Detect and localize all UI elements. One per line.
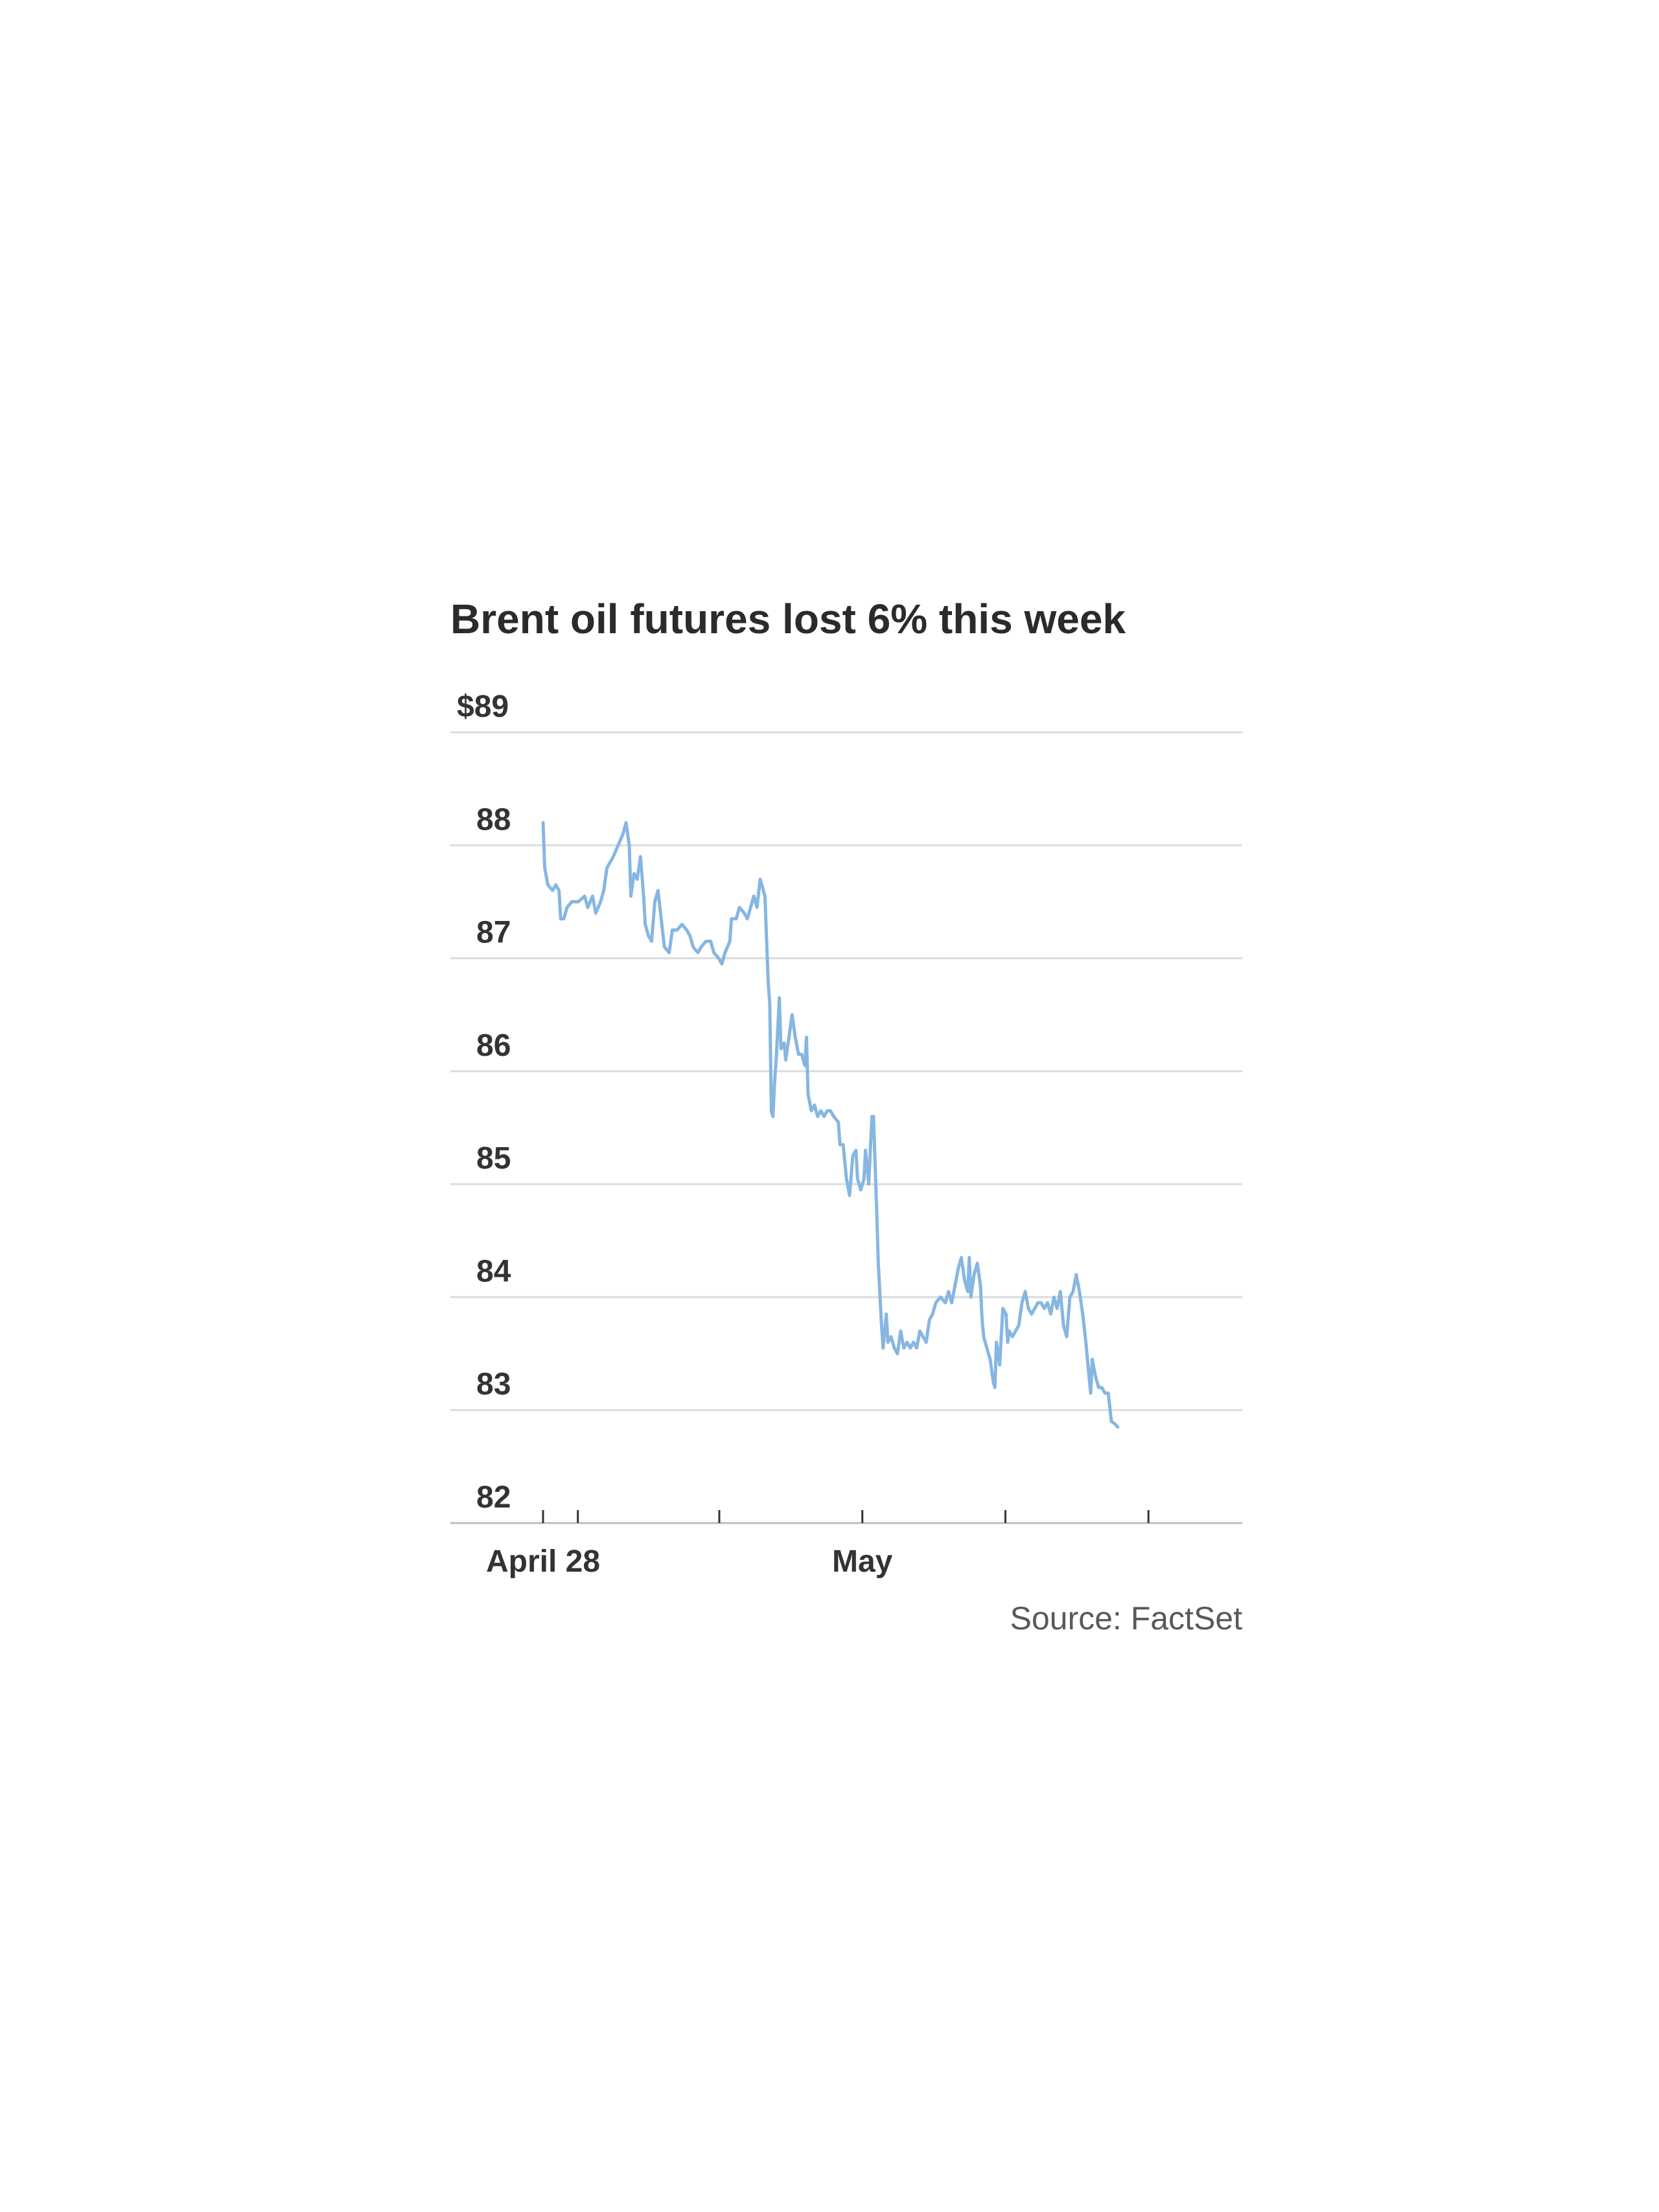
y-tick-label-87: 87 xyxy=(476,916,511,950)
x-tick-label-0: April 28 xyxy=(486,1544,600,1579)
series-line-0 xyxy=(541,821,1120,1429)
y-tick-label-85: 85 xyxy=(476,1141,511,1176)
x-tick-label-1: May xyxy=(832,1544,893,1579)
x-axis: April 28 May xyxy=(486,1510,1150,1579)
source-note: Source: FactSet xyxy=(1010,1600,1243,1636)
y-tick-label-88: 88 xyxy=(476,802,511,837)
y-tick-label-84: 84 xyxy=(476,1254,511,1288)
series-layer xyxy=(541,821,1120,1429)
gridlines xyxy=(450,731,1242,1524)
y-tick-label-89: $89 xyxy=(457,690,509,724)
y-tick-label-86: 86 xyxy=(476,1029,511,1063)
y-tick-label-83: 83 xyxy=(476,1368,511,1402)
y-tick-label-82: 82 xyxy=(476,1480,511,1515)
y-axis-labels: $89 88 87 86 85 84 83 82 xyxy=(457,690,511,1515)
chart-title: Brent oil futures lost 6% this week xyxy=(450,596,1126,642)
